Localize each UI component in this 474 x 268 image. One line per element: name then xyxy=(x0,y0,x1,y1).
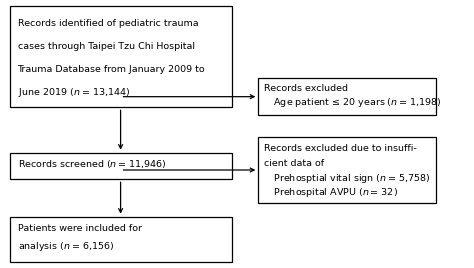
Bar xyxy=(258,137,436,203)
Bar xyxy=(9,217,232,262)
Text: cases through Taipei Tzu Chi Hospital: cases through Taipei Tzu Chi Hospital xyxy=(18,42,194,51)
Bar xyxy=(9,6,232,107)
Text: Prehosptial vital sign ($\mathit{n}$ = 5,758): Prehosptial vital sign ($\mathit{n}$ = 5… xyxy=(264,172,431,185)
Text: Records identified of pediatric trauma: Records identified of pediatric trauma xyxy=(18,19,198,28)
Text: Records excluded: Records excluded xyxy=(264,84,348,92)
Text: Records screened ($\mathit{n}$ = 11,946): Records screened ($\mathit{n}$ = 11,946) xyxy=(18,158,166,170)
Text: Records excluded due to insuffi-: Records excluded due to insuffi- xyxy=(264,144,417,153)
Text: cient data of: cient data of xyxy=(264,159,325,168)
Text: analysis ($\mathit{n}$ = 6,156): analysis ($\mathit{n}$ = 6,156) xyxy=(18,240,114,253)
Text: Patients were included for: Patients were included for xyxy=(18,224,142,233)
Text: Prehospital AVPU ($\mathit{n}$ = 32): Prehospital AVPU ($\mathit{n}$ = 32) xyxy=(264,187,399,199)
Bar xyxy=(9,153,232,179)
Text: June 2019 ($\mathit{n}$ = 13,144): June 2019 ($\mathit{n}$ = 13,144) xyxy=(18,86,130,99)
Bar xyxy=(258,78,436,115)
Text: Trauma Database from January 2009 to: Trauma Database from January 2009 to xyxy=(18,65,205,74)
Text: Age patient ≤ 20 years ($\mathit{n}$ = 1,198): Age patient ≤ 20 years ($\mathit{n}$ = 1… xyxy=(264,96,442,109)
